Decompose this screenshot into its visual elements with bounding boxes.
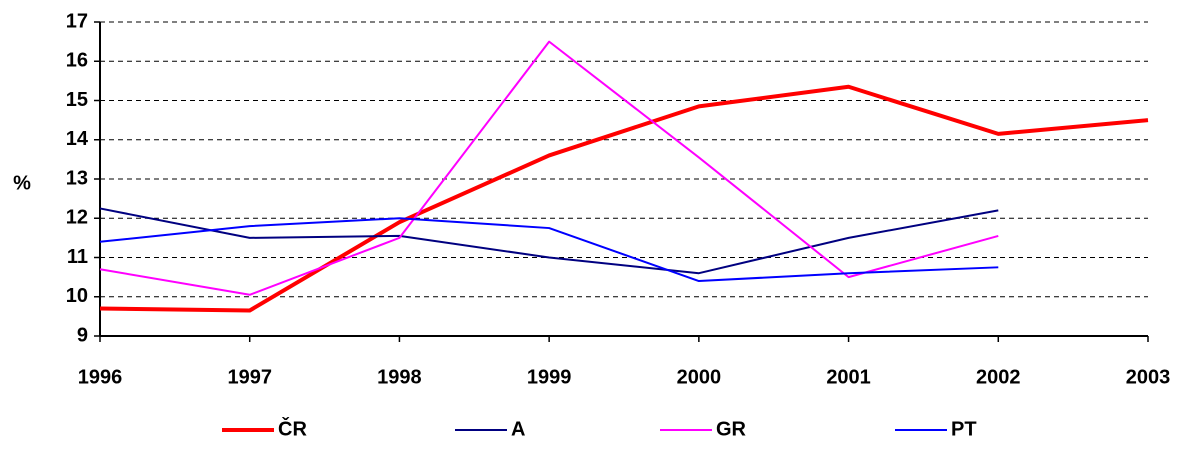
x-tick-label: 1996	[78, 366, 123, 388]
x-tick-label: 1998	[377, 366, 422, 388]
line-series	[99, 40, 999, 296]
legend-label: PT	[951, 418, 977, 440]
x-tick-label: 2002	[976, 366, 1021, 388]
y-tick-label: 14	[66, 128, 89, 150]
x-tick-label: 2000	[677, 366, 722, 388]
line-series	[99, 207, 999, 275]
line-series	[99, 217, 999, 283]
y-tick-label: 13	[66, 167, 88, 189]
legend-label: ČR	[278, 416, 307, 440]
y-tick-label: 10	[66, 285, 88, 307]
y-tick-label: 17	[66, 10, 88, 32]
legend-label: A	[511, 418, 525, 440]
y-tick-label: 15	[66, 89, 88, 111]
y-tick-label: 11	[67, 246, 88, 268]
x-tick-label: 2003	[1126, 366, 1171, 388]
y-tick-label: 9	[77, 324, 88, 346]
x-tick-label: 2001	[826, 366, 871, 388]
line-series	[99, 84, 1149, 313]
y-axis-label: %	[13, 172, 31, 194]
x-tick-label: 1999	[527, 366, 572, 388]
legend-label: GR	[716, 418, 747, 440]
y-tick-label: 16	[66, 50, 88, 72]
x-tick-label: 1997	[227, 366, 272, 388]
y-tick-label: 12	[66, 207, 88, 229]
